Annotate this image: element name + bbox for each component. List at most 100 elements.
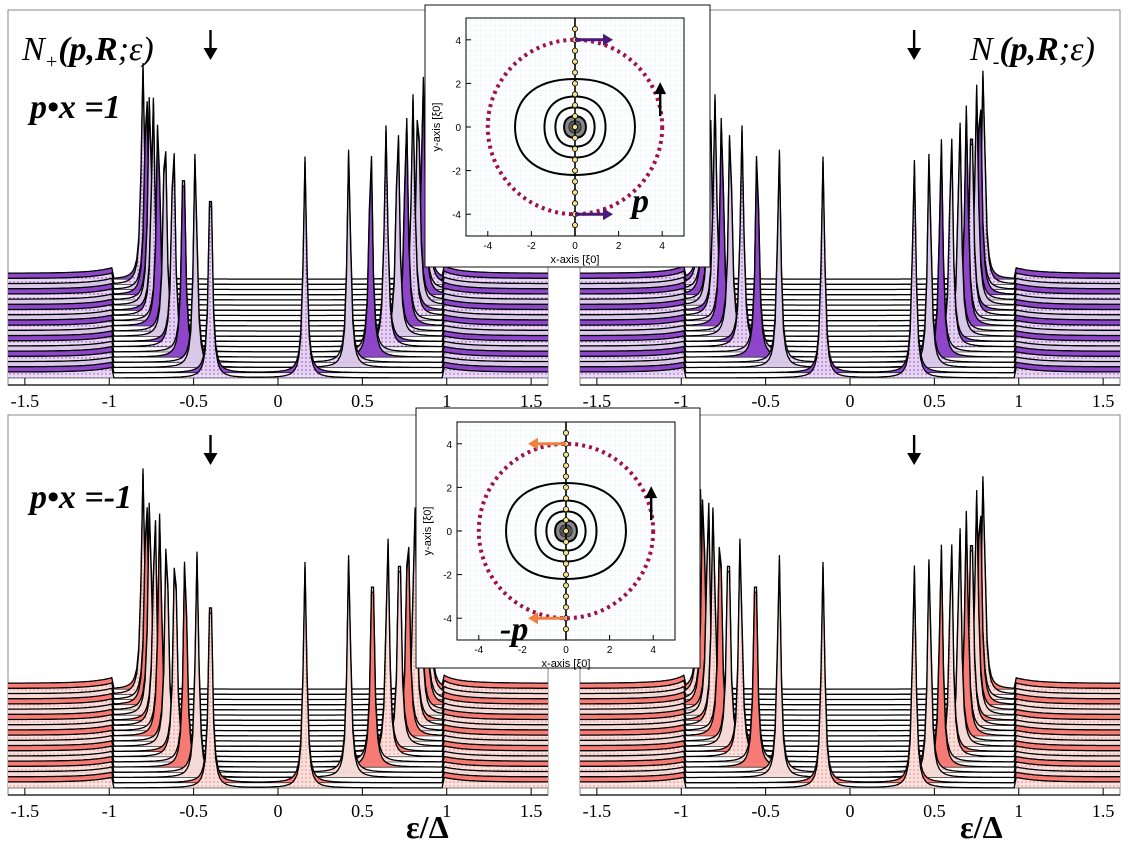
path-point — [563, 626, 570, 633]
x-tick-label: -1 — [674, 801, 689, 821]
x-tick-label: -1.5 — [583, 391, 612, 411]
inset-y-tick-label: 2 — [455, 79, 461, 90]
path-point — [563, 571, 570, 578]
path-point — [572, 25, 579, 32]
inset-y-tick-label: 4 — [455, 36, 461, 47]
inset-x-axis-label: x-axis [ξ0] — [542, 658, 591, 670]
path-point — [572, 102, 579, 109]
trace-fill — [580, 481, 1120, 695]
inset-y-tick-label: 2 — [446, 483, 452, 494]
inset-x-tick-label: 0 — [563, 645, 569, 656]
peak-arrow-head — [907, 453, 922, 465]
trace-line — [580, 555, 1120, 773]
panel-bottom-right: -1.5 -1 -0.5 0 0.5 1 1.5 — [579, 414, 1121, 821]
direction-arrow-head — [645, 486, 658, 499]
circular-path — [485, 37, 665, 217]
inset-x-tick-label: -4 — [483, 241, 492, 252]
path-point — [563, 517, 570, 524]
path-point — [572, 91, 579, 98]
path-point — [563, 484, 570, 491]
path-point — [563, 593, 570, 600]
inset-x-tick-label: -2 — [518, 645, 527, 656]
path-point — [572, 145, 579, 152]
inset-x-tick-label: -2 — [527, 241, 536, 252]
peak-arrow-head — [203, 453, 218, 465]
inset-bottom-contour: -4 -4 -2 -2 0 0 2 2 4 4 x-axis [ξ0] y-axis [ξ0] — [415, 407, 701, 670]
trace-fill — [580, 512, 1120, 726]
trace-line — [8, 161, 548, 379]
x-tick-label: -1 — [102, 801, 117, 821]
x-tick-label: 1 — [442, 801, 451, 821]
x-tick-label: 1 — [442, 391, 451, 411]
trace-line — [8, 567, 548, 789]
trace-line — [580, 561, 1120, 784]
trace-line — [8, 551, 548, 773]
x-tick-label: 1.5 — [1092, 801, 1115, 821]
trace-line — [580, 161, 1120, 379]
x-tick-label: 0.5 — [923, 391, 946, 411]
energy-axis-label-left: ε/Δ — [406, 809, 449, 845]
trace-fill — [8, 512, 548, 726]
path-point — [572, 200, 579, 207]
x-tick-label: -1 — [674, 391, 689, 411]
inset-y-tick-label: -2 — [452, 167, 461, 178]
label-px-pos: p•x =1 — [27, 89, 121, 126]
panel-bottom-left: -1.5 -1 -0.5 0 0.5 1 1.5 — [7, 414, 549, 821]
path-point — [572, 80, 579, 87]
x-tick-label: 1.5 — [1092, 391, 1115, 411]
path-point — [563, 451, 570, 458]
inset-y-tick-label: -4 — [443, 614, 452, 625]
inset-x-tick-label: 2 — [607, 645, 613, 656]
inset-x-tick-label: 0 — [572, 241, 578, 252]
momentum-arrow-head — [528, 437, 538, 450]
x-tick-label: 1.5 — [520, 801, 543, 821]
path-point — [572, 47, 579, 54]
panel-top-left: -1.5 -1 -0.5 0 0.5 1 1.5 — [7, 9, 549, 411]
path-point — [563, 506, 570, 513]
label-neg-p: -p — [500, 611, 528, 648]
x-tick-label: 1 — [1014, 391, 1023, 411]
inset-top-contour: -4 -4 -2 -2 0 0 2 2 4 4 x-axis [ξ0] y-axis [ξ0] — [424, 4, 711, 268]
panel-top-right: -1.5 -1 -0.5 0 0.5 1 1.5 — [579, 9, 1121, 411]
x-tick-label: -1.5 — [11, 801, 40, 821]
path-point — [572, 69, 579, 76]
inset-y-tick-label: -4 — [452, 210, 461, 221]
path-point — [563, 582, 570, 589]
path-point — [563, 528, 570, 535]
path-point — [563, 560, 570, 567]
peak-arrow-head — [907, 48, 922, 60]
x-tick-label: -0.5 — [179, 801, 208, 821]
trace-fill — [8, 99, 548, 316]
path-point — [572, 113, 579, 120]
path-point — [563, 549, 570, 556]
path-point — [563, 604, 570, 611]
inset-y-tick-label: 4 — [446, 440, 452, 451]
x-tick-label: 0.5 — [923, 801, 946, 821]
trace-line — [8, 154, 548, 369]
trace-line — [8, 561, 548, 784]
label-n-plus: N+(p,R;ε) — [21, 31, 154, 73]
path-point — [563, 495, 570, 502]
inset-y-tick-label: 0 — [455, 123, 461, 134]
path-point — [572, 222, 579, 229]
inset-x-axis-label: x-axis [ξ0] — [551, 254, 600, 266]
x-tick-label: 0 — [846, 801, 855, 821]
inset-x-tick-label: 2 — [616, 241, 622, 252]
momentum-arrow-head — [603, 33, 613, 46]
inset-x-tick-label: 4 — [659, 241, 665, 252]
inset-y-axis-label: y-axis [ξ0] — [422, 507, 434, 556]
x-tick-label: 0.5 — [351, 391, 374, 411]
path-point — [572, 58, 579, 65]
x-tick-label: 0 — [274, 391, 283, 411]
inset-y-axis-label: y-axis [ξ0] — [431, 103, 443, 152]
path-point — [572, 189, 579, 196]
x-tick-label: -0.5 — [179, 391, 208, 411]
trace-fill — [580, 99, 1120, 316]
trace-line — [580, 154, 1120, 369]
peak-arrow-head — [203, 48, 218, 60]
label-n-minus: N-(p,R;ε) — [969, 31, 1095, 73]
x-tick-label: 0 — [846, 391, 855, 411]
path-point — [563, 473, 570, 480]
path-point — [572, 167, 579, 174]
